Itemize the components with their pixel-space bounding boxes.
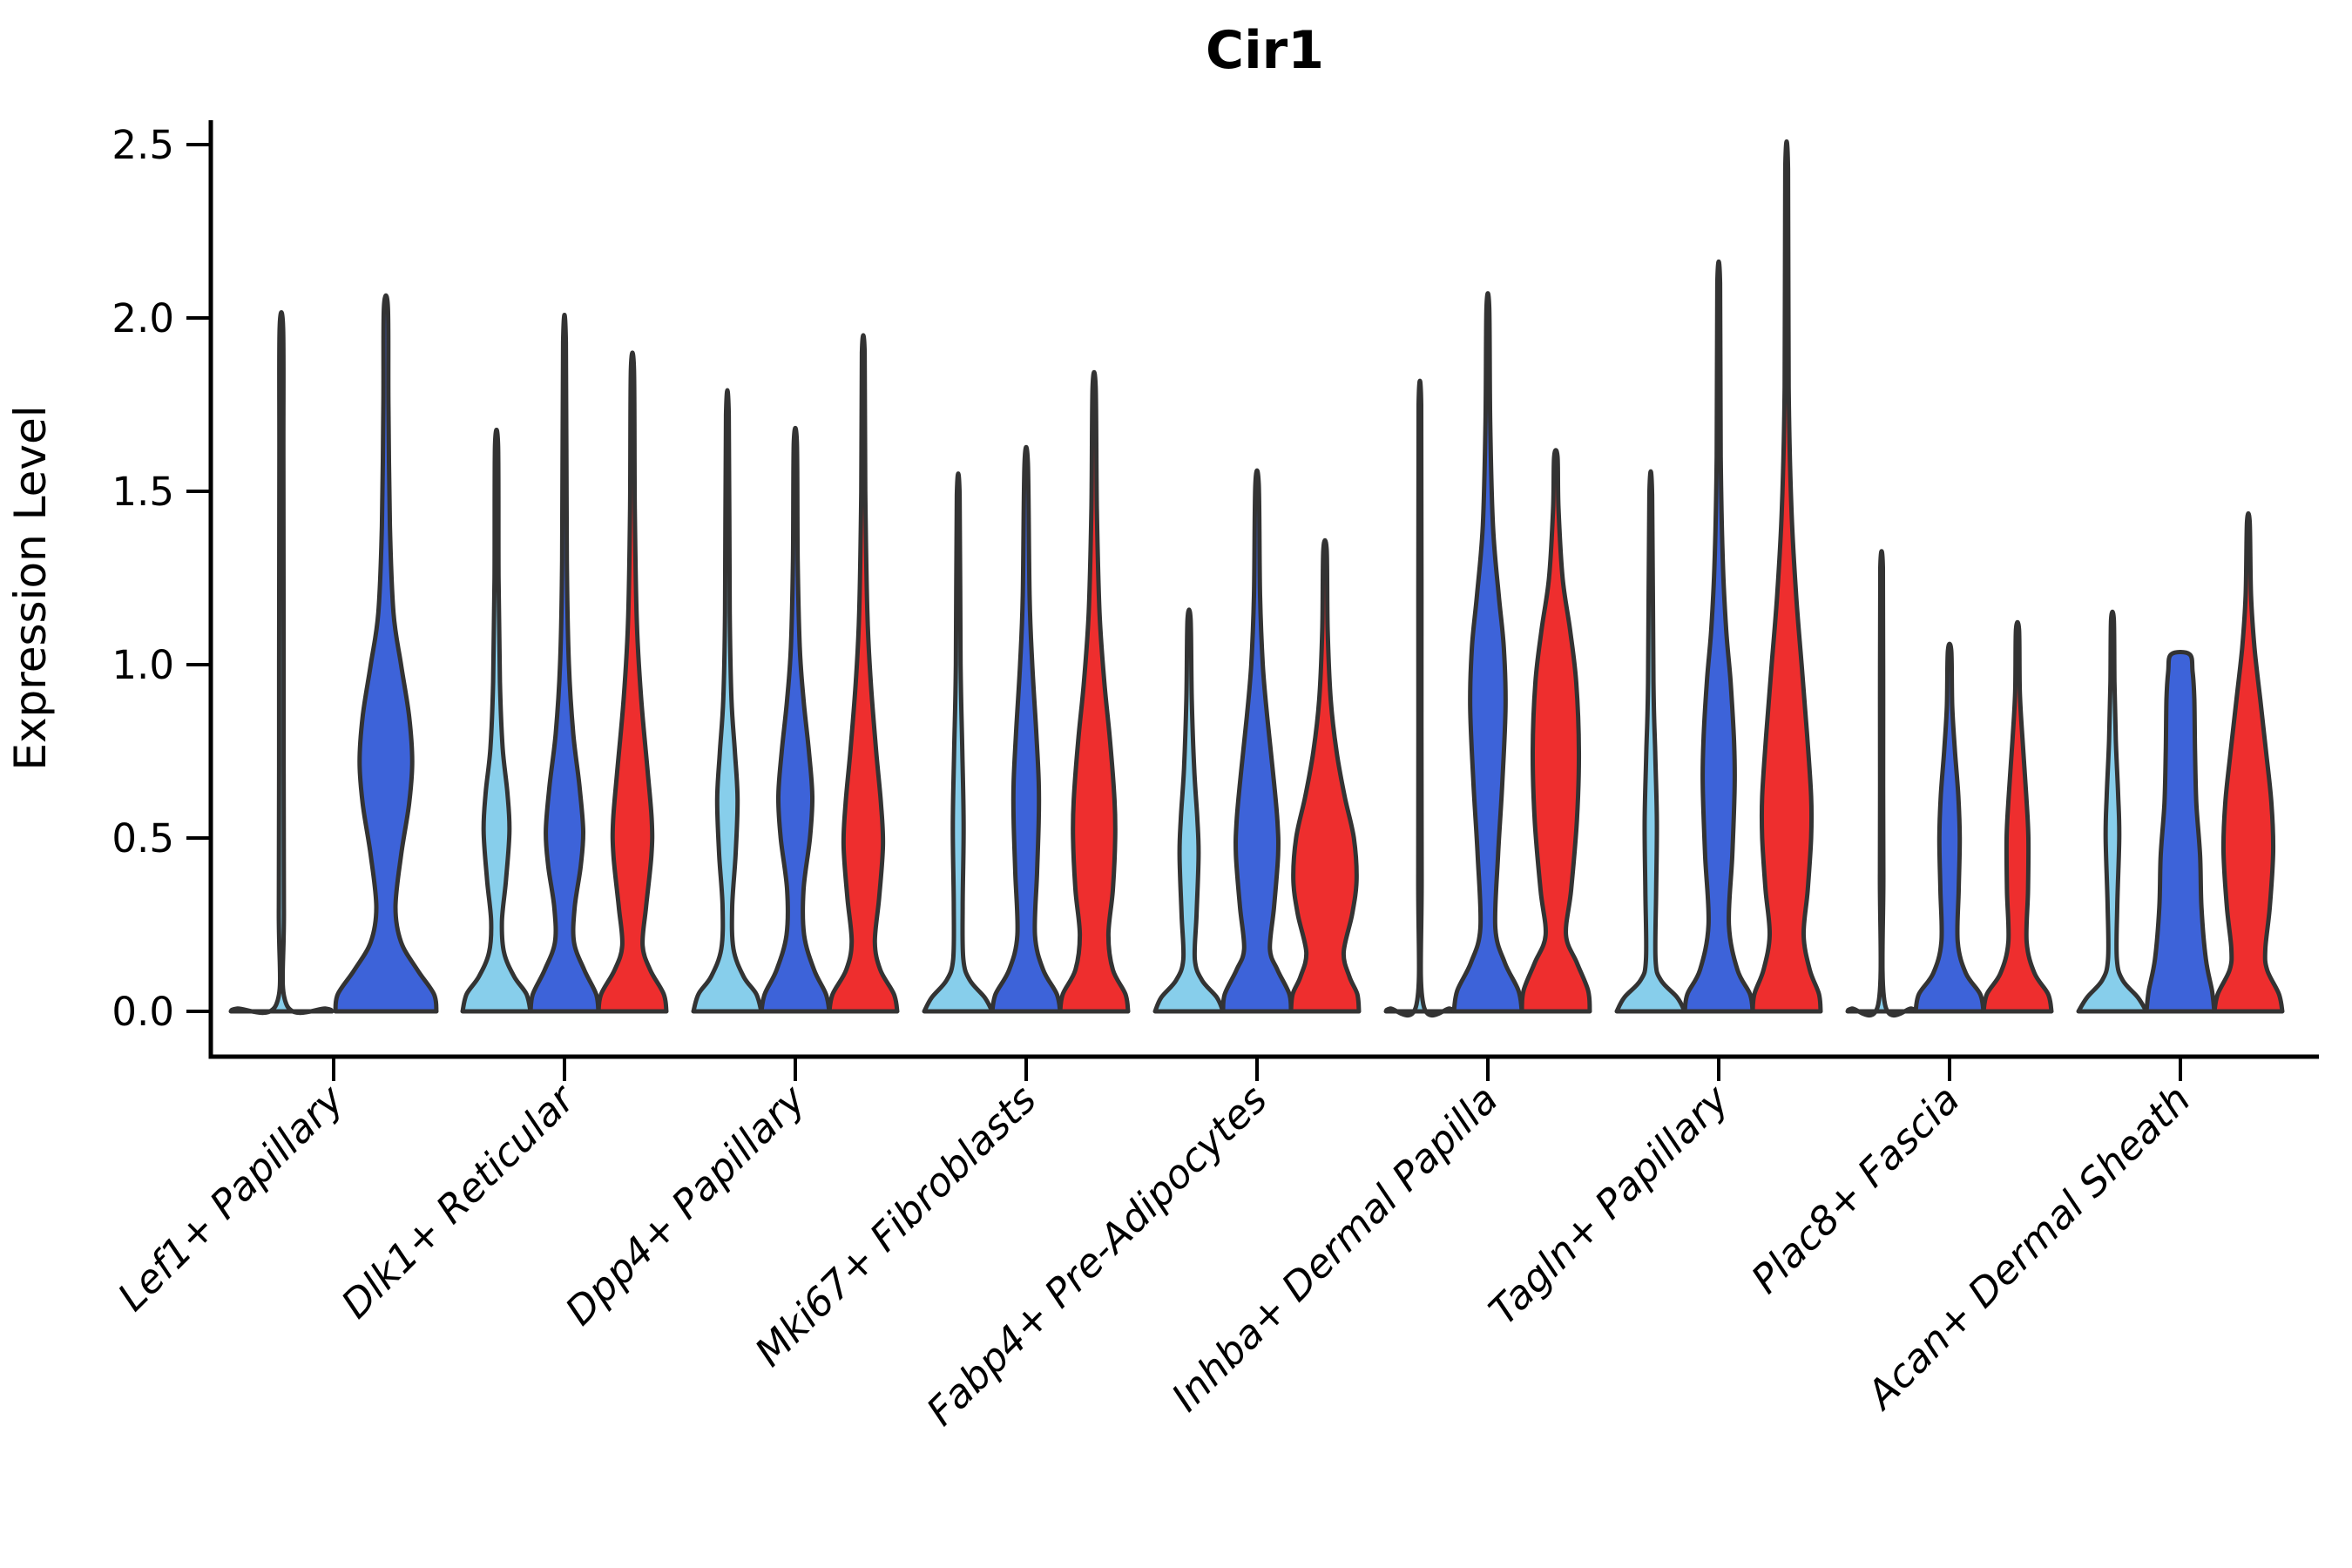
violin-4-red [1058,369,1131,1014]
violin-2-blue [528,313,601,1014]
violin-2-red [596,350,669,1014]
y-tick-label: 0.5 [112,815,174,862]
violin-3-lightblue [691,388,764,1014]
y-tick-label: 2.0 [112,295,174,341]
chart-title: Cir1 [1206,20,1324,81]
violin-7-red [1750,139,1823,1014]
y-tick-label: 1.5 [112,469,174,515]
violin-5-lightblue [1152,607,1226,1014]
violin-6-red [1519,448,1592,1014]
violin-7-blue [1682,260,1755,1014]
violin-9-lightblue [2076,609,2149,1014]
y-axis: 0.0 0.5 1.0 1.5 2.0 2.5 [112,122,211,1035]
violin-8-lightblue [1845,549,1918,1018]
violins-layer [228,139,2285,1018]
violin-6-lightblue [1383,378,1456,1018]
violin-6-blue [1451,291,1524,1014]
violin-9-blue [2144,650,2217,1014]
y-tick-label: 0.0 [112,989,174,1035]
violin-9-red [2212,510,2285,1014]
y-tick-label: 2.5 [112,122,174,168]
violin-4-lightblue [922,471,995,1014]
violin-1-lightblue [228,310,335,1016]
y-tick-label: 1.0 [112,642,174,688]
violin-2-lightblue [460,427,533,1014]
violin-4-blue [990,444,1063,1014]
violin-1-blue [333,293,439,1014]
violin-8-blue [1913,641,1986,1014]
violin-5-red [1288,537,1362,1014]
violin-3-red [827,333,900,1014]
violin-3-blue [759,425,832,1014]
violin-5-blue [1220,468,1294,1014]
violin-8-red [1981,619,2054,1014]
y-axis-label: Expression Level [5,405,56,770]
violin-7-lightblue [1614,469,1687,1014]
